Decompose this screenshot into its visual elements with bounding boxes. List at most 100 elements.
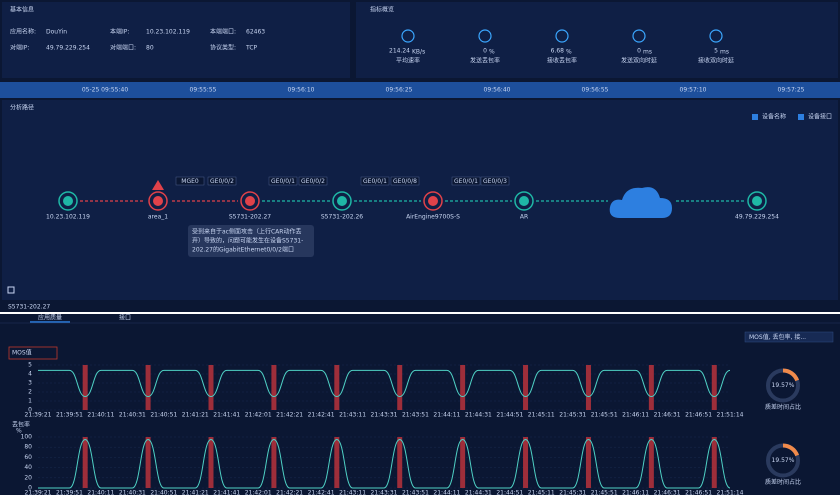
y-tick-label: 3 <box>28 380 32 387</box>
device-label: 49.79.229.254 <box>735 214 779 221</box>
x-tick-label: 21:44:51 <box>496 490 523 495</box>
gauge-arc <box>782 443 800 457</box>
quality-band <box>82 437 88 488</box>
y-tick-label: 0 <box>28 407 32 414</box>
interface-label: GE0/0/1 <box>363 178 387 185</box>
interface-box <box>451 176 481 186</box>
field-label: 本端端口: <box>210 28 236 36</box>
metric-label: 接收丢包率 <box>547 57 577 65</box>
checkbox[interactable] <box>752 114 758 120</box>
tab[interactable]: 应用质量 <box>38 314 62 322</box>
panel-title: 基本信息 <box>10 6 34 14</box>
x-tick-label: 21:42:01 <box>245 412 272 419</box>
selector[interactable] <box>744 331 834 343</box>
field-label: 协议类型: <box>210 44 236 52</box>
y-tick-label: 80 <box>24 444 32 451</box>
quality-band <box>82 365 88 410</box>
metric-icon <box>555 29 569 43</box>
checkbox[interactable] <box>798 114 804 120</box>
x-tick-label: 21:43:51 <box>402 490 429 495</box>
x-tick-label: 21:41:21 <box>182 490 209 495</box>
interface-label: GE0/0/2 <box>301 178 325 185</box>
gauge-value: 19.57% <box>772 457 795 464</box>
x-tick-label: 21:43:51 <box>402 412 429 419</box>
x-tick-label: 21:46:31 <box>654 412 681 419</box>
device-node-core <box>245 196 255 206</box>
x-tick-label: 21:39:21 <box>25 490 52 495</box>
timeline-tick: 09:56:40 <box>484 87 511 94</box>
panel-title: 指标概览 <box>370 6 394 14</box>
chart-title: MOS值 <box>12 349 32 357</box>
y-tick-label: 60 <box>24 454 32 461</box>
x-tick-label: 21:42:21 <box>276 412 303 419</box>
x-tick-label: 21:43:31 <box>371 490 398 495</box>
y-tick-label: 4 <box>28 371 32 378</box>
metric-value: 0 <box>637 48 641 55</box>
quality-band <box>145 365 151 410</box>
metric-unit: % <box>566 49 572 56</box>
interface-label: GE0/0/8 <box>393 178 417 185</box>
x-tick-label: 21:41:41 <box>213 412 240 419</box>
x-tick-label: 21:43:11 <box>339 490 366 495</box>
x-tick-label: 21:40:31 <box>119 412 146 419</box>
metric-value: 0 <box>483 48 487 55</box>
x-tick-label: 21:46:51 <box>685 412 712 419</box>
quality-band <box>334 365 340 410</box>
x-tick-label: 21:45:31 <box>559 412 586 419</box>
timeline-tick: 09:56:55 <box>582 87 609 94</box>
y-tick-label: 1 <box>28 398 32 405</box>
x-tick-label: 21:41:21 <box>182 412 209 419</box>
metric-label: 接收双向时延 <box>698 57 734 65</box>
x-tick-label: 21:44:31 <box>465 412 492 419</box>
x-tick-label: 21:39:51 <box>56 490 83 495</box>
quality-band <box>648 437 654 488</box>
y-tick-label: 20 <box>24 474 32 481</box>
quality-band <box>460 365 466 410</box>
title-box <box>8 346 58 360</box>
device-label: S5731-202.26 <box>321 214 363 221</box>
y-tick-label: 2 <box>28 389 32 396</box>
x-tick-label: 21:46:11 <box>622 490 649 495</box>
field-value: 80 <box>146 45 154 52</box>
field-label: 应用名称: <box>10 28 36 36</box>
metric-unit: ms <box>720 49 729 56</box>
overview-panel <box>356 2 838 78</box>
device-node-core <box>63 196 73 206</box>
timeline-tick: 09:57:10 <box>680 87 707 94</box>
field-label: 本端IP: <box>110 28 129 36</box>
x-tick-label: 21:42:21 <box>276 490 303 495</box>
x-tick-label: 21:41:41 <box>213 490 240 495</box>
device-node-core <box>519 196 529 206</box>
quality-band <box>523 365 529 410</box>
x-tick-label: 21:42:41 <box>308 412 335 419</box>
interface-box <box>390 176 420 186</box>
y-tick-label: 0 <box>28 485 32 492</box>
x-tick-label: 21:45:31 <box>559 490 586 495</box>
x-tick-label: 21:40:51 <box>150 412 177 419</box>
device-label: 10.23.102.119 <box>46 214 90 221</box>
device-node-core <box>428 196 438 206</box>
quality-band <box>208 365 214 410</box>
selector-text: MOS值, 丢包率, 接... <box>749 333 806 341</box>
y-tick-label: 40 <box>24 464 32 471</box>
metric-icon <box>632 29 646 43</box>
interface-box <box>207 176 237 186</box>
metric-value: 5 <box>714 48 718 55</box>
gauge-label: 质差时间占比 <box>765 403 801 411</box>
device-node-core <box>337 196 347 206</box>
device-label: AirEngine9700S-S <box>406 214 460 221</box>
panel-title: 分析路径 <box>10 104 34 112</box>
series-line <box>38 369 731 398</box>
tooltip-text: 受到来自于ac侧面攻击（上行CAR动作丢 <box>192 228 301 236</box>
tab[interactable]: 接口 <box>119 314 131 322</box>
x-tick-label: 21:39:51 <box>56 412 83 419</box>
quality-band <box>585 437 591 488</box>
interface-label: GE0/0/1 <box>271 178 295 185</box>
device-label: AR <box>520 214 528 221</box>
x-tick-label: 21:44:11 <box>433 412 460 419</box>
checkbox-label: 设备名称 <box>762 113 786 121</box>
field-label: 对端端口: <box>110 44 136 52</box>
x-tick-label: 21:42:01 <box>245 490 272 495</box>
x-tick-label: 21:46:31 <box>654 490 681 495</box>
x-tick-label: 21:44:51 <box>496 412 523 419</box>
